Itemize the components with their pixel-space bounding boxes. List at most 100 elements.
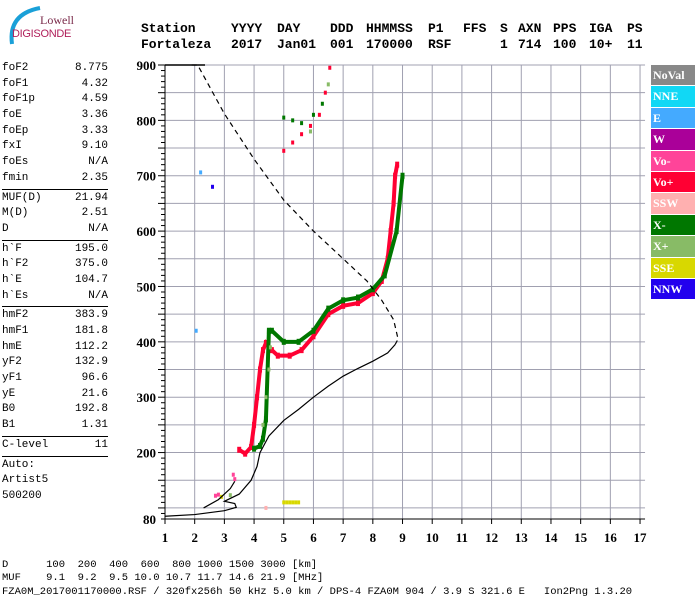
x-tick-label: 10 <box>426 530 439 545</box>
header-value: 714 <box>518 37 542 52</box>
series-x--point <box>228 493 232 498</box>
param-row: foF2 8.775 <box>2 61 108 77</box>
param-value: 4.32 <box>81 77 108 90</box>
series-vo-e-point <box>213 493 217 498</box>
param-value: 21.94 <box>74 191 108 204</box>
param-row: yE 21.6 <box>2 387 108 403</box>
param-row: yF2 132.9 <box>2 355 108 371</box>
header-value: 170000 <box>366 37 413 52</box>
series-vo-upper-point <box>317 112 321 117</box>
file-info: FZA0M_2017001170000.RSF / 320fx256h 50 k… <box>2 586 633 598</box>
header-label: Station <box>141 21 196 36</box>
series-nnw-point <box>211 184 215 189</box>
param-group: h`F 195.0 h`F2 375.0 h`E 104.7 h`Es N/A <box>2 241 108 308</box>
series-vo--point <box>311 333 316 340</box>
param-value: 9.10 <box>81 140 108 153</box>
series-vo--point <box>326 311 331 318</box>
series-vo-upper-point <box>308 123 312 128</box>
param-row: foF1 4.32 <box>2 77 108 93</box>
legend-item: E <box>651 107 695 129</box>
param-row: hmF1 181.8 <box>2 324 108 340</box>
param-row: 500200 <box>2 489 108 505</box>
series-vo--point <box>237 446 242 453</box>
param-name: D <box>2 222 9 235</box>
x-tick-label: 1 <box>162 530 169 545</box>
x-tick-label: 8 <box>370 530 377 545</box>
series-x--point <box>308 129 312 134</box>
legend-item: SSE <box>651 257 695 278</box>
legend-item: X+ <box>651 236 695 257</box>
param-value: 192.8 <box>74 403 108 416</box>
series-vo-upper-point <box>328 65 332 70</box>
series-sse-point <box>291 500 295 505</box>
y-tick-label: 700 <box>137 169 157 184</box>
series-x--point <box>382 272 387 279</box>
header-label: S <box>500 21 508 36</box>
param-group: hmF2 383.9 hmF1 181.8 hmE 112.2 yF2 132.9 yF1 96.… <box>2 307 108 437</box>
legend-item: SSW <box>651 193 695 214</box>
param-row: C-level 11 <box>2 438 108 454</box>
param-row: B1 1.31 <box>2 418 108 434</box>
y-tick-label: 200 <box>137 446 157 461</box>
header-label: AXN <box>518 21 542 36</box>
logo-arc-icon <box>9 6 41 45</box>
series-vo--point <box>275 352 280 359</box>
muf-row: MUF 9.1 9.2 9.5 10.0 10.7 11.7 14.6 21.9… <box>2 572 324 584</box>
param-name: Auto: <box>2 458 36 471</box>
x-tick-label: 5 <box>281 530 288 545</box>
header-value: RSF <box>428 37 452 52</box>
param-value: 2.51 <box>81 207 108 220</box>
series-vo--point <box>249 444 254 451</box>
param-row: foEs N/A <box>2 155 108 171</box>
y-tick-label: 500 <box>137 279 157 294</box>
series-x-upper-point <box>300 121 304 126</box>
header-value: Fortaleza <box>141 37 212 52</box>
series-x--point <box>269 327 274 334</box>
series-x-upper-point <box>291 118 295 123</box>
x-tick-label: 15 <box>574 530 588 545</box>
series-vo--point <box>393 172 398 179</box>
param-value: 4.59 <box>81 93 108 106</box>
param-row: Artist5 <box>2 473 108 489</box>
legend-item: Vo+ <box>651 171 695 193</box>
param-group: C-level 11 <box>2 437 108 457</box>
series-vo--trace <box>238 164 400 457</box>
param-name: fmin <box>2 171 29 184</box>
param-row: Auto: <box>2 458 108 474</box>
series-vo--point <box>258 366 263 373</box>
x-tick-label: 16 <box>604 530 618 545</box>
series-sse-point <box>285 500 289 505</box>
x-tick-label: 13 <box>515 530 529 545</box>
param-name: foE <box>2 109 22 122</box>
x-tick-label: 11 <box>456 530 468 545</box>
series-vo-upper-point <box>282 148 286 153</box>
y-tick-label: 900 <box>137 58 157 73</box>
param-value: 181.8 <box>74 325 108 337</box>
series-vo--point <box>263 339 268 346</box>
series-x-upper-point <box>311 112 315 117</box>
x-tick-label: 9 <box>399 530 406 545</box>
x-tick-label: 14 <box>544 530 558 545</box>
header-label: DAY <box>277 21 301 36</box>
param-value: 112.2 <box>74 340 108 353</box>
series-x--point <box>266 327 271 334</box>
param-row: hmE 112.2 <box>2 340 108 356</box>
series-x-upper-point <box>282 115 286 120</box>
y-tick-label: 600 <box>137 224 157 239</box>
series-vo--point <box>299 347 304 354</box>
param-name: foEs <box>2 156 29 169</box>
series-sse-point <box>297 500 301 505</box>
param-value: 375.0 <box>74 258 108 271</box>
param-name: hmF2 <box>2 309 29 322</box>
series-vo--point <box>388 228 393 235</box>
param-name: yE <box>2 387 16 400</box>
param-row: h`F2 375.0 <box>2 257 108 273</box>
param-value: 96.6 <box>81 372 108 385</box>
series-true-height-profile-line <box>164 344 396 517</box>
y-tick-label: 300 <box>137 390 157 405</box>
series-sse-point <box>288 500 292 505</box>
param-row: foE 3.36 <box>2 108 108 124</box>
series-vo--point <box>391 200 396 207</box>
